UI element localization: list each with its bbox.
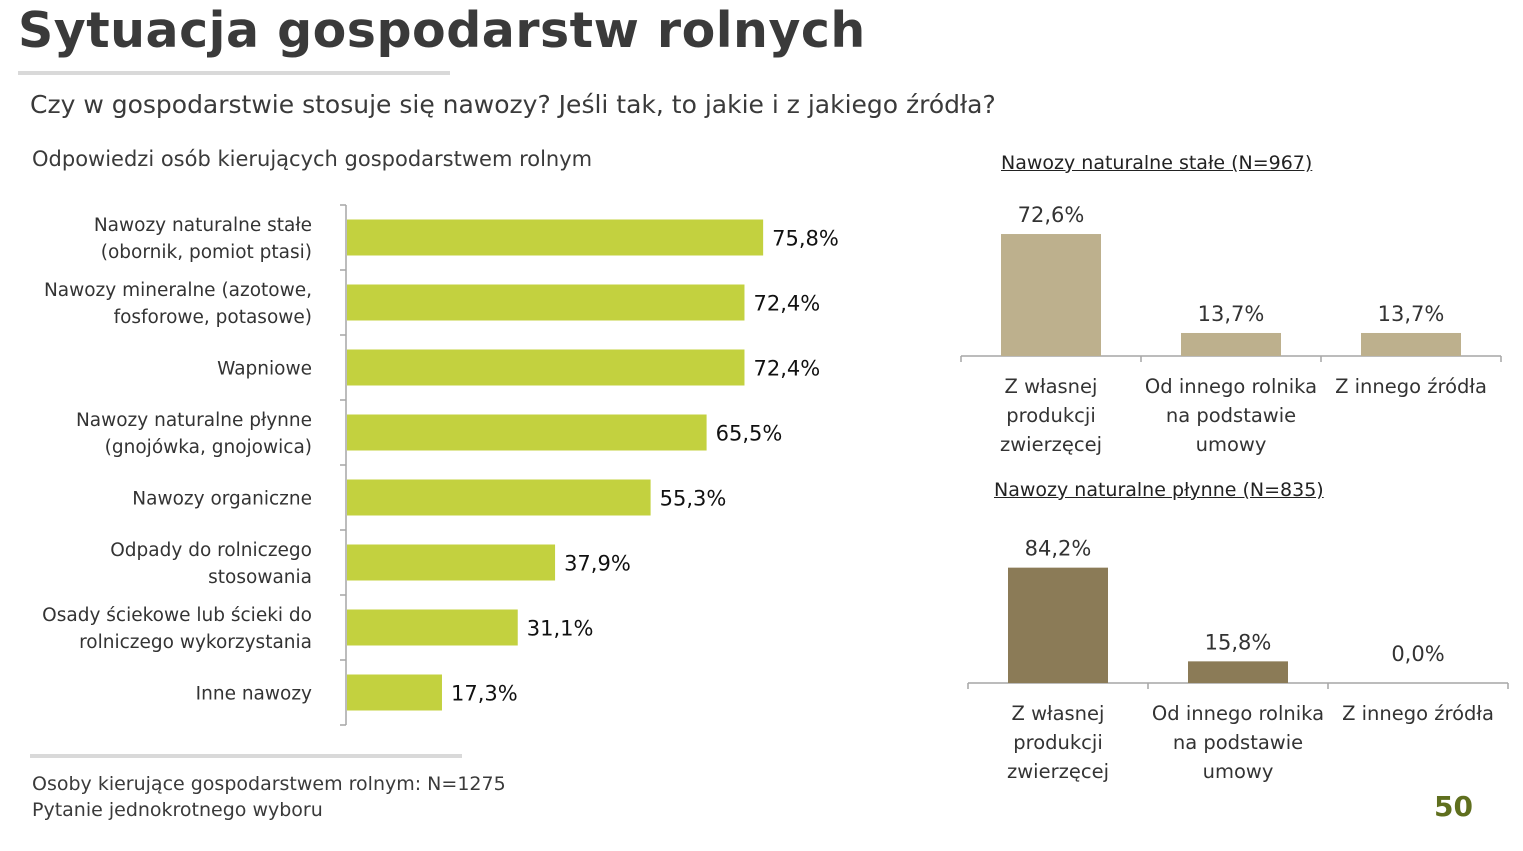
main-category-label: Nawozy naturalne stałe <box>94 215 312 236</box>
main-category-label: (obornik, pomiot ptasi) <box>101 242 312 263</box>
main-category-label: Nawozy mineralne (azotowe, <box>44 280 312 301</box>
sample-size-note: Osoby kierujące gospodarstwem rolnym: N=… <box>32 773 506 795</box>
small-bar <box>1188 661 1288 683</box>
small-bar-value-label: 13,7% <box>1378 302 1445 326</box>
small-bar-value-label: 72,6% <box>1018 203 1085 227</box>
main-bar <box>347 544 556 581</box>
main-category-label: Odpady do rolniczego <box>110 540 312 561</box>
question-type-note: Pytanie jednokrotnego wyboru <box>32 799 323 821</box>
liquid-fertilizer-chart-title: Nawozy naturalne płynne (N=835) <box>994 479 1324 501</box>
main-bar <box>347 674 442 711</box>
small-bar <box>1181 332 1281 356</box>
small-category-label: na podstawie <box>1166 404 1296 427</box>
small-category-label: na podstawie <box>1173 731 1303 754</box>
main-bar-value-label: 75,8% <box>772 227 839 251</box>
small-bar-value-label: 84,2% <box>1025 537 1092 561</box>
small-bar-value-label: 0,0% <box>1391 642 1444 666</box>
footer-divider <box>30 754 462 758</box>
small-bar-value-label: 13,7% <box>1198 302 1265 326</box>
main-bar-value-label: 31,1% <box>527 617 594 641</box>
main-bar-value-label: 72,4% <box>753 357 820 381</box>
survey-question: Czy w gospodarstwie stosuje się nawozy? … <box>30 90 996 119</box>
small-category-label: zwierzęcej <box>1000 433 1102 456</box>
liquid-fertilizer-bar-chart: 84,2% Z własnej produkcji zwierzęcej 15,8% Od… <box>967 537 1509 783</box>
main-category-label: Osady ściekowe lub ścieki do <box>42 605 312 626</box>
small-category-label: Z własnej <box>1012 702 1105 725</box>
small-category-label: produkcji <box>1013 731 1102 754</box>
main-bar <box>347 219 764 256</box>
main-category-label: Wapniowe <box>217 359 312 380</box>
page-title: Sytuacja gospodarstw rolnych <box>18 2 866 59</box>
main-bar-chart: 75,8% Nawozy naturalne stałe (obornik, pom… <box>42 204 839 726</box>
small-category-label: Z własnej <box>1005 375 1098 398</box>
main-bar <box>347 414 707 451</box>
small-category-label: umowy <box>1196 433 1267 456</box>
main-bar <box>347 284 745 321</box>
main-bar-value-label: 72,4% <box>753 292 820 316</box>
main-category-label: rolniczego wykorzystania <box>79 632 312 653</box>
small-bar <box>1361 332 1461 356</box>
solid-fertilizer-bar-chart: 72,6% Z własnej produkcji zwierzęcej 13,7% Od… <box>960 203 1502 456</box>
main-bar-value-label: 55,3% <box>660 487 727 511</box>
main-category-label: Nawozy naturalne płynne <box>76 410 312 431</box>
main-bar <box>347 349 745 386</box>
main-bar <box>347 609 518 646</box>
main-bar-value-label: 17,3% <box>451 682 518 706</box>
main-category-label: Nawozy organiczne <box>132 489 312 510</box>
solid-fertilizer-chart-title: Nawozy naturalne stałe (N=967) <box>1001 152 1313 174</box>
main-bar-value-label: 37,9% <box>564 552 631 576</box>
main-bar-value-label: 65,5% <box>716 422 783 446</box>
small-bar <box>1001 234 1101 356</box>
title-divider <box>18 71 450 75</box>
small-category-label: produkcji <box>1006 404 1095 427</box>
small-category-label: Od innego rolnika <box>1152 702 1324 725</box>
small-category-label: Z innego źródła <box>1335 375 1487 398</box>
small-category-label: Od innego rolnika <box>1145 375 1317 398</box>
small-category-label: umowy <box>1203 760 1274 783</box>
small-category-label: zwierzęcej <box>1007 760 1109 783</box>
page-number: 50 <box>1434 790 1473 823</box>
main-category-label: stosowania <box>208 567 312 588</box>
main-bar <box>347 479 651 516</box>
small-bar <box>1008 567 1108 683</box>
main-category-label: Inne nawozy <box>196 684 312 705</box>
main-category-label: fosforowe, potasowe) <box>114 307 312 328</box>
main-category-label: (gnojówka, gnojowica) <box>105 437 312 458</box>
main-chart-subtitle: Odpowiedzi osób kierujących gospodarstwe… <box>32 147 593 171</box>
small-category-label: Z innego źródła <box>1342 702 1494 725</box>
small-bar-value-label: 15,8% <box>1205 630 1272 654</box>
